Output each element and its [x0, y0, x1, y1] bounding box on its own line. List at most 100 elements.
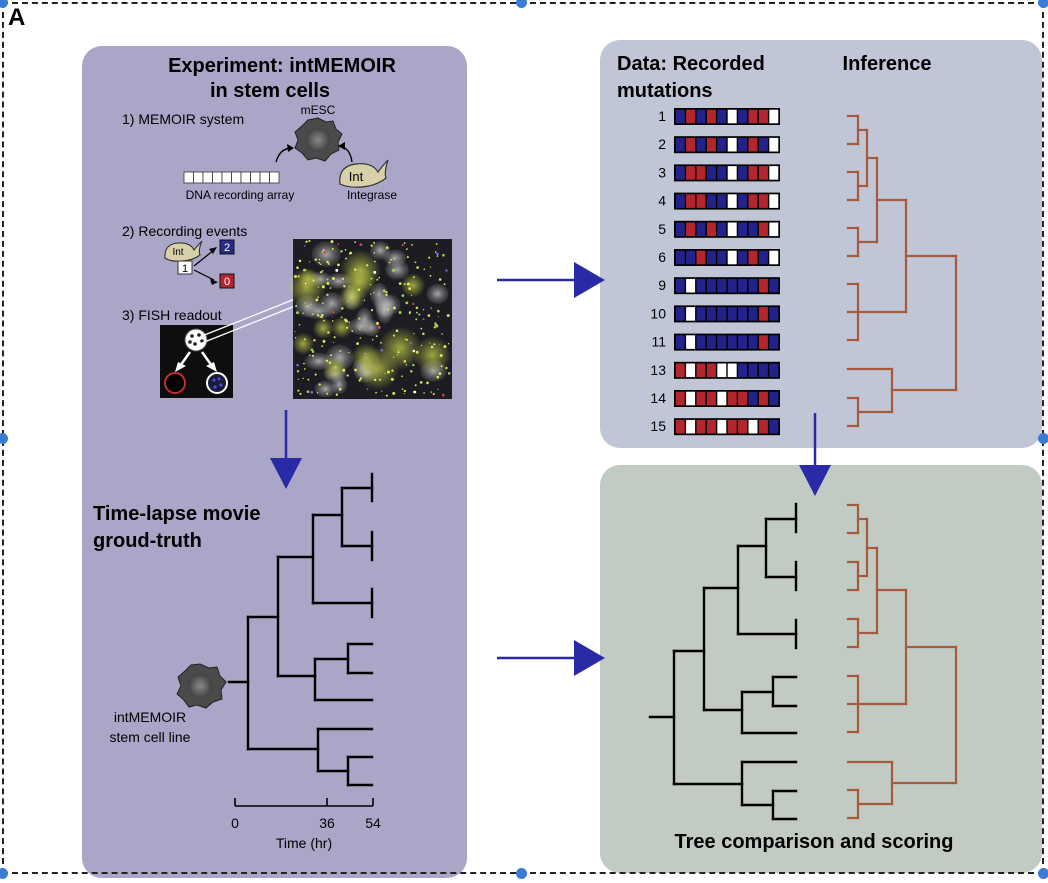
fish-spot: [321, 285, 325, 289]
state-a-label: 2: [224, 242, 230, 254]
fish-spot: [435, 243, 438, 245]
fish-spot: [410, 294, 413, 296]
fish-spot: [330, 240, 334, 244]
fish-spot: [311, 313, 314, 316]
fish-spot: [308, 239, 311, 243]
fish-spot: [403, 389, 407, 393]
resize-handle-bottom-center[interactable]: [516, 868, 527, 879]
fish-spot: [331, 320, 334, 322]
state-start-box: [177, 260, 193, 275]
fish-spot: [373, 241, 375, 244]
fish-spot: [347, 300, 349, 303]
fish-spot: [416, 266, 419, 269]
fish-spot: [325, 359, 329, 362]
mutation-row-label: 3: [658, 164, 666, 180]
mutation-cell: [748, 194, 758, 208]
fish-spot: [418, 313, 421, 316]
fish-spot: [348, 285, 351, 288]
mutation-row-label: 1: [658, 108, 666, 124]
fish-spot: [332, 310, 335, 314]
mutation-cell: [738, 363, 748, 378]
fish-spot: [332, 341, 335, 344]
groundtruth-title-line2: groud-truth: [93, 530, 202, 552]
fish-spot: [373, 291, 375, 294]
fish-spot: [415, 318, 418, 321]
mutation-cell: [769, 137, 779, 152]
mutation-cell: [758, 391, 768, 406]
state-b-box: [219, 273, 235, 289]
comparison-panel: [600, 465, 1042, 873]
fluorescence-glow: [291, 332, 315, 356]
fish-spot: [326, 293, 329, 297]
fish-spot: [403, 360, 407, 363]
resize-handle-top-left[interactable]: [0, 0, 8, 8]
fish-spot: [447, 343, 450, 345]
mutation-row-label: 2: [658, 136, 666, 152]
mutation-cell: [686, 166, 696, 180]
fish-spot: [297, 275, 300, 278]
resize-handle-top-right[interactable]: [1038, 0, 1048, 8]
fish-spot: [297, 389, 300, 392]
fish-spot: [335, 268, 339, 272]
fish-spot: [377, 325, 381, 329]
fish-spot: [412, 302, 415, 306]
resize-handle-bottom-right[interactable]: [1038, 868, 1048, 879]
fish-spot: [398, 282, 402, 285]
mutation-cell: [769, 222, 779, 237]
fish-spot: [426, 381, 429, 385]
time-axis: [234, 798, 374, 807]
mutation-cell: [727, 278, 737, 293]
fish-spot: [405, 301, 409, 305]
fish-spot: [299, 392, 302, 396]
fish-spot: [393, 306, 396, 310]
fish-spot: [340, 316, 343, 319]
nucleus-blob: [426, 283, 449, 304]
small-whale-int: Int: [172, 247, 183, 258]
state-a-box: [219, 239, 235, 255]
resize-handle-middle-right[interactable]: [1038, 433, 1048, 444]
fish-spot: [346, 374, 349, 377]
nucleus-blob: [370, 241, 391, 260]
fish-spot: [311, 354, 315, 357]
mutation-cell: [717, 391, 727, 406]
mutation-cell: [706, 137, 716, 152]
fish-spot: [313, 339, 316, 342]
state-b-label: 0: [224, 276, 230, 288]
mutation-cell: [675, 391, 685, 406]
fish-spot: [318, 262, 321, 264]
fish-spot: [312, 279, 315, 282]
fish-spot: [401, 244, 404, 247]
fish-spot: [436, 375, 440, 379]
mutation-cell: [738, 391, 748, 406]
fish-spot: [443, 283, 446, 285]
fish-spot: [327, 262, 330, 266]
mutation-cell: [727, 391, 737, 406]
fish-spot: [327, 331, 330, 334]
mutation-cell: [717, 166, 727, 180]
fish-spot: [356, 342, 359, 345]
mutation-cell: [686, 391, 696, 406]
fish-spot: [409, 341, 413, 345]
fish-spot: [414, 384, 417, 387]
resize-handle-top-center[interactable]: [516, 0, 527, 8]
fish-spot: [310, 348, 314, 352]
mutation-cell: [717, 419, 727, 434]
resize-handle-middle-left[interactable]: [0, 433, 8, 444]
fish-spot: [358, 317, 361, 320]
mutation-row-label: 10: [650, 305, 666, 321]
fish-spot: [363, 299, 366, 301]
fish-spot: [423, 392, 425, 394]
fish-spot: [437, 315, 440, 318]
fluorescence-glow: [340, 249, 382, 291]
mutation-cell: [696, 307, 706, 321]
fish-spot: [373, 270, 377, 274]
mutation-cell: [738, 222, 748, 237]
fish-spot: [412, 349, 416, 353]
fish-spot: [420, 327, 423, 330]
resize-handle-bottom-left[interactable]: [0, 868, 8, 879]
fish-spot: [295, 304, 298, 308]
mutation-cell: [717, 335, 727, 349]
fish-spot: [366, 264, 369, 267]
mutation-cell: [738, 335, 748, 349]
